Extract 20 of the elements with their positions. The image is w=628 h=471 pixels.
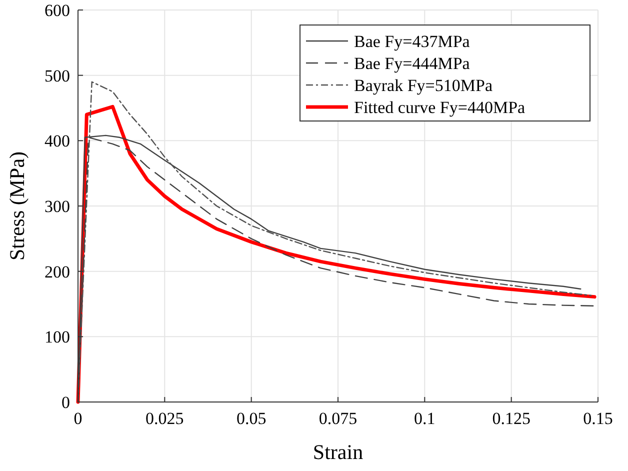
x-tick-label: 0.1 <box>414 409 436 428</box>
legend-label: Fitted curve Fy=440MPa <box>354 98 526 117</box>
y-tick-label: 100 <box>44 328 70 347</box>
legend-label: Bae Fy=444MPa <box>354 54 470 73</box>
y-tick-label: 400 <box>44 132 70 151</box>
y-tick-label: 200 <box>44 262 70 282</box>
legend-label: Bae Fy=437MPa <box>354 32 470 51</box>
x-tick-label: 0.075 <box>318 409 358 428</box>
x-tick-label: 0 <box>74 409 82 428</box>
x-axis-title: Strain <box>312 440 364 464</box>
y-tick-label: 0 <box>62 393 70 412</box>
y-tick-label: 600 <box>44 1 70 20</box>
y-tick-label: 500 <box>44 66 70 86</box>
x-tick-label: 0.15 <box>583 409 613 428</box>
x-tick-label: 0.125 <box>492 409 530 428</box>
legend-label: Bayrak Fy=510MPa <box>354 76 493 95</box>
y-axis-title: Stress (MPa) <box>5 151 29 261</box>
x-tick-label: 0.05 <box>236 409 266 428</box>
y-tick-label: 300 <box>44 197 70 216</box>
x-tick-label: 0.025 <box>146 409 184 428</box>
